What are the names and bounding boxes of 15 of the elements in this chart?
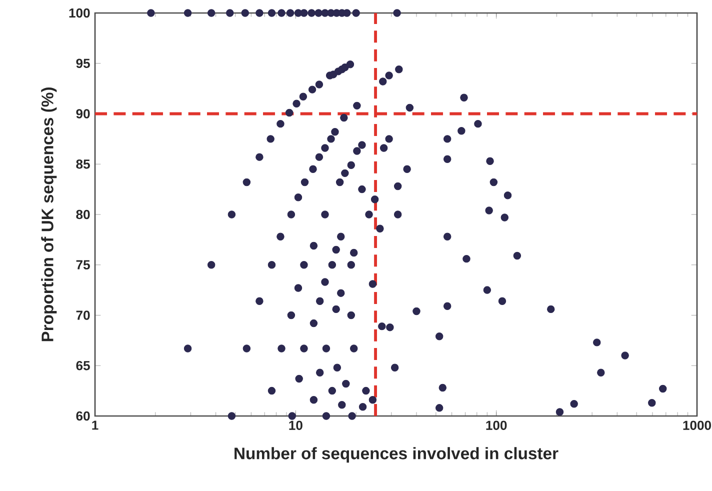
x-tick-label: 1 xyxy=(92,420,98,430)
x-tick-label: 1000 xyxy=(683,420,711,430)
y-tick-label: 100 xyxy=(69,8,90,18)
x-axis-title: Number of sequences involved in cluster xyxy=(234,447,558,463)
y-tick-label: 90 xyxy=(76,109,90,118)
y-tick-label: 95 xyxy=(76,58,90,68)
y-tick-label: 70 xyxy=(76,310,90,320)
y-tick-label: 65 xyxy=(76,360,90,370)
y-tick-label: 85 xyxy=(76,159,90,169)
y-tick-label: 80 xyxy=(76,210,90,220)
y-tick-label: 60 xyxy=(76,411,90,421)
y-axis-title: Proportion of UK sequences (%) xyxy=(41,88,57,342)
x-tick-label: 10 xyxy=(289,420,302,430)
y-tick-label: 75 xyxy=(76,260,90,270)
x-tick-label: 100 xyxy=(486,420,507,430)
